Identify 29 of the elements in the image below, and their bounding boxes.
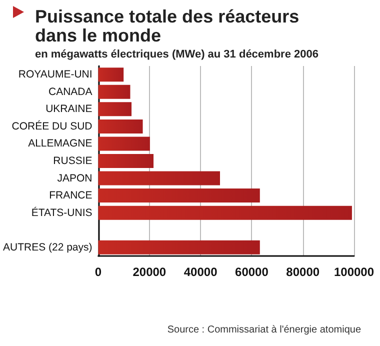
bar — [98, 188, 260, 203]
chart-subtitle: en mégawatts électriques (MWe) au 31 décembre 2006 — [35, 48, 318, 60]
source-note: Source : Commissariat à l'énergie atomique — [167, 324, 362, 336]
y-tick-label: ÉTATS-UNIS — [31, 206, 92, 219]
y-tick-label: ROYAUME-UNI — [18, 68, 92, 81]
x-tick-label: 100000 — [334, 265, 374, 279]
bar — [98, 136, 150, 151]
y-tick-label: CANADA — [48, 86, 92, 98]
chart-title: Puissance totale des réacteurs dans le monde — [35, 6, 304, 46]
bar — [98, 102, 132, 116]
bar — [98, 240, 260, 254]
y-tick-label: UKRAINE — [46, 103, 92, 116]
y-tick-label: RUSSIE — [53, 155, 92, 167]
y-tick-label: ALLEMAGNE — [28, 138, 92, 150]
y-tick-label: CORÉE DU SUD — [12, 119, 93, 132]
x-tick-label: 0 — [94, 265, 102, 279]
x-tick-label: 80000 — [286, 265, 320, 279]
y-tick-label: JAPON — [57, 172, 92, 184]
x-tick-label: 20000 — [132, 265, 166, 279]
x-tick-label: 40000 — [184, 265, 218, 279]
y-tick-label: FRANCE — [49, 190, 92, 202]
bar — [98, 84, 130, 99]
bar — [98, 206, 352, 220]
x-tick-label: 60000 — [235, 265, 269, 279]
bar — [98, 171, 220, 186]
bar — [98, 68, 124, 82]
y-tick-label: AUTRES (22 pays) — [2, 241, 92, 254]
bar — [98, 119, 143, 134]
bar — [98, 154, 154, 168]
